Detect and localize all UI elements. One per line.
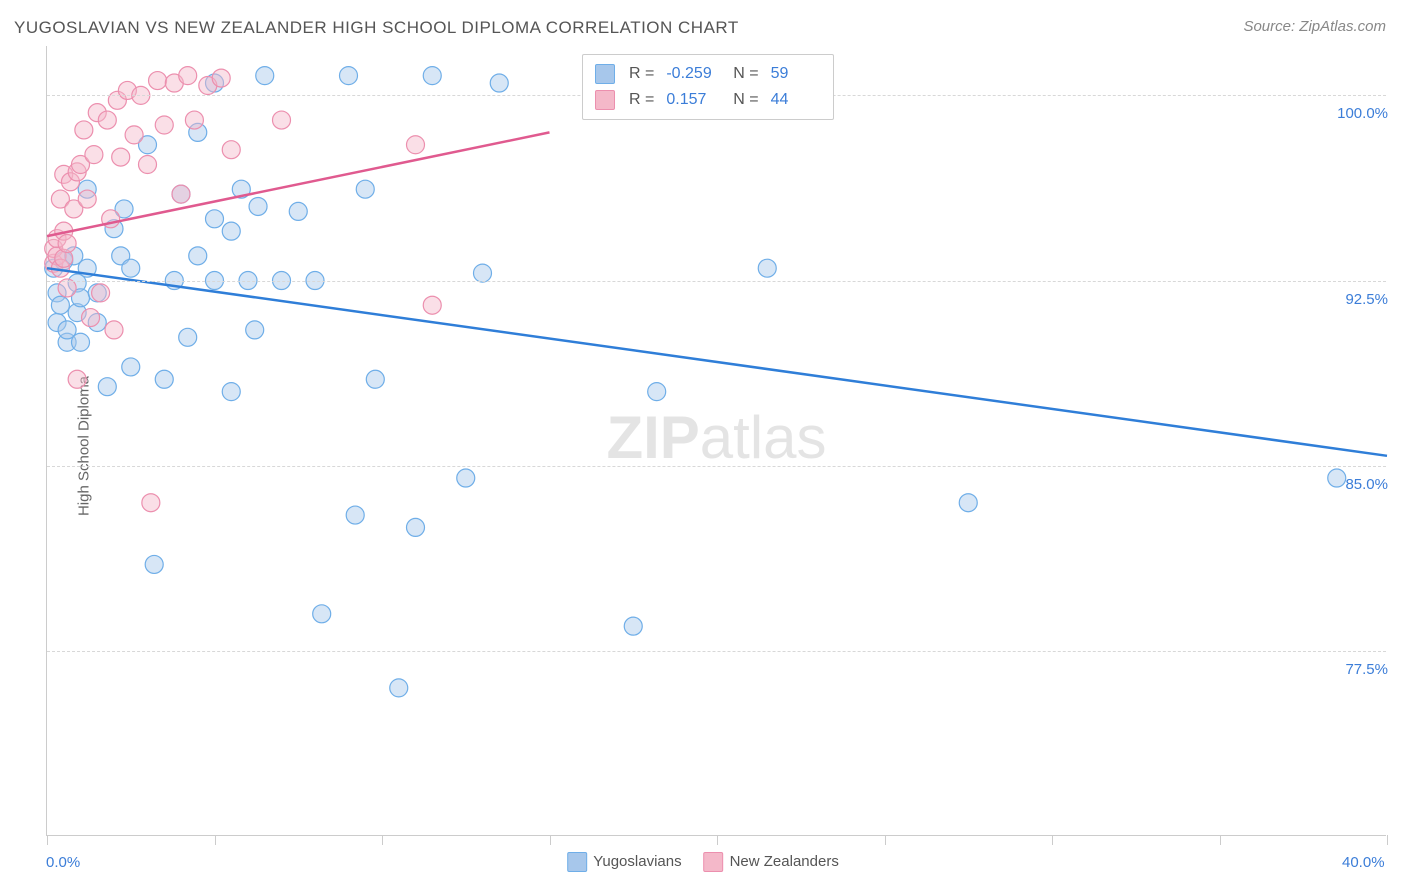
data-point bbox=[356, 180, 374, 198]
data-point bbox=[85, 146, 103, 164]
data-point bbox=[68, 370, 86, 388]
data-point bbox=[246, 321, 264, 339]
data-point bbox=[407, 518, 425, 536]
stat-n-label: N = bbox=[724, 61, 758, 87]
x-tick bbox=[1052, 835, 1053, 845]
data-point bbox=[155, 370, 173, 388]
data-point bbox=[474, 264, 492, 282]
data-point bbox=[1328, 469, 1346, 487]
data-point bbox=[346, 506, 364, 524]
data-point bbox=[142, 494, 160, 512]
data-point bbox=[179, 328, 197, 346]
legend-swatch bbox=[595, 64, 615, 84]
data-point bbox=[179, 67, 197, 85]
data-point bbox=[313, 605, 331, 623]
data-point bbox=[105, 321, 123, 339]
data-point bbox=[98, 111, 116, 129]
stat-n-label: N = bbox=[724, 87, 758, 113]
data-point bbox=[139, 156, 157, 174]
legend-bottom: Yugoslavians New Zealanders bbox=[567, 852, 839, 872]
data-point bbox=[125, 126, 143, 144]
data-point bbox=[289, 202, 307, 220]
data-point bbox=[98, 378, 116, 396]
data-point bbox=[457, 469, 475, 487]
data-point bbox=[206, 210, 224, 228]
data-point bbox=[249, 197, 267, 215]
data-point bbox=[122, 358, 140, 376]
x-tick bbox=[1387, 835, 1388, 845]
data-point bbox=[58, 235, 76, 253]
data-point bbox=[423, 67, 441, 85]
data-point bbox=[145, 555, 163, 573]
gridline bbox=[47, 281, 1386, 282]
data-point bbox=[212, 69, 230, 87]
legend-label: Yugoslavians bbox=[593, 853, 681, 870]
data-point bbox=[185, 111, 203, 129]
data-point bbox=[390, 679, 408, 697]
data-point bbox=[624, 617, 642, 635]
plot-area: ZIPatlas bbox=[46, 46, 1386, 836]
y-tick-label: 77.5% bbox=[1345, 661, 1388, 678]
x-tick bbox=[215, 835, 216, 845]
x-tick bbox=[382, 835, 383, 845]
legend-label: New Zealanders bbox=[730, 853, 839, 870]
data-point bbox=[122, 259, 140, 277]
stats-row: R = 0.157 N = 44 bbox=[595, 87, 821, 113]
data-point bbox=[959, 494, 977, 512]
data-point bbox=[189, 247, 207, 265]
data-point bbox=[112, 148, 130, 166]
legend-item: New Zealanders bbox=[704, 852, 839, 872]
data-point bbox=[222, 141, 240, 159]
legend-swatch bbox=[704, 852, 724, 872]
y-tick-label: 92.5% bbox=[1345, 291, 1388, 308]
x-tick bbox=[717, 835, 718, 845]
data-point bbox=[256, 67, 274, 85]
data-point bbox=[340, 67, 358, 85]
stat-r-value: -0.259 bbox=[666, 61, 716, 87]
data-point bbox=[423, 296, 441, 314]
x-tick bbox=[47, 835, 48, 845]
source-label: Source: ZipAtlas.com bbox=[1243, 18, 1386, 35]
data-point bbox=[172, 185, 190, 203]
chart-title: YUGOSLAVIAN VS NEW ZEALANDER HIGH SCHOOL… bbox=[14, 18, 739, 38]
data-point bbox=[51, 296, 69, 314]
data-point bbox=[758, 259, 776, 277]
stats-row: R = -0.259 N = 59 bbox=[595, 61, 821, 87]
stat-r-value: 0.157 bbox=[666, 87, 716, 113]
data-point bbox=[92, 284, 110, 302]
data-point bbox=[490, 74, 508, 92]
plot-svg bbox=[47, 46, 1386, 835]
x-max-label: 40.0% bbox=[1342, 854, 1385, 871]
legend-item: Yugoslavians bbox=[567, 852, 681, 872]
gridline bbox=[47, 651, 1386, 652]
data-point bbox=[82, 309, 100, 327]
data-point bbox=[58, 279, 76, 297]
data-point bbox=[149, 72, 167, 90]
data-point bbox=[407, 136, 425, 154]
x-tick bbox=[550, 835, 551, 845]
x-tick bbox=[885, 835, 886, 845]
x-min-label: 0.0% bbox=[46, 854, 80, 871]
data-point bbox=[222, 222, 240, 240]
gridline bbox=[47, 466, 1386, 467]
data-point bbox=[366, 370, 384, 388]
stats-legend: R = -0.259 N = 59 R = 0.157 N = 44 bbox=[582, 54, 834, 120]
stat-r-label: R = bbox=[629, 61, 654, 87]
data-point bbox=[75, 121, 93, 139]
data-point bbox=[648, 383, 666, 401]
data-point bbox=[78, 190, 96, 208]
data-point bbox=[273, 111, 291, 129]
legend-swatch bbox=[567, 852, 587, 872]
y-tick-label: 85.0% bbox=[1345, 476, 1388, 493]
data-point bbox=[155, 116, 173, 134]
legend-swatch bbox=[595, 90, 615, 110]
stat-n-value: 44 bbox=[771, 87, 821, 113]
y-tick-label: 100.0% bbox=[1337, 105, 1388, 122]
data-point bbox=[222, 383, 240, 401]
stat-r-label: R = bbox=[629, 87, 654, 113]
stat-n-value: 59 bbox=[771, 61, 821, 87]
trend-line bbox=[47, 268, 1387, 456]
x-tick bbox=[1220, 835, 1221, 845]
data-point bbox=[72, 333, 90, 351]
